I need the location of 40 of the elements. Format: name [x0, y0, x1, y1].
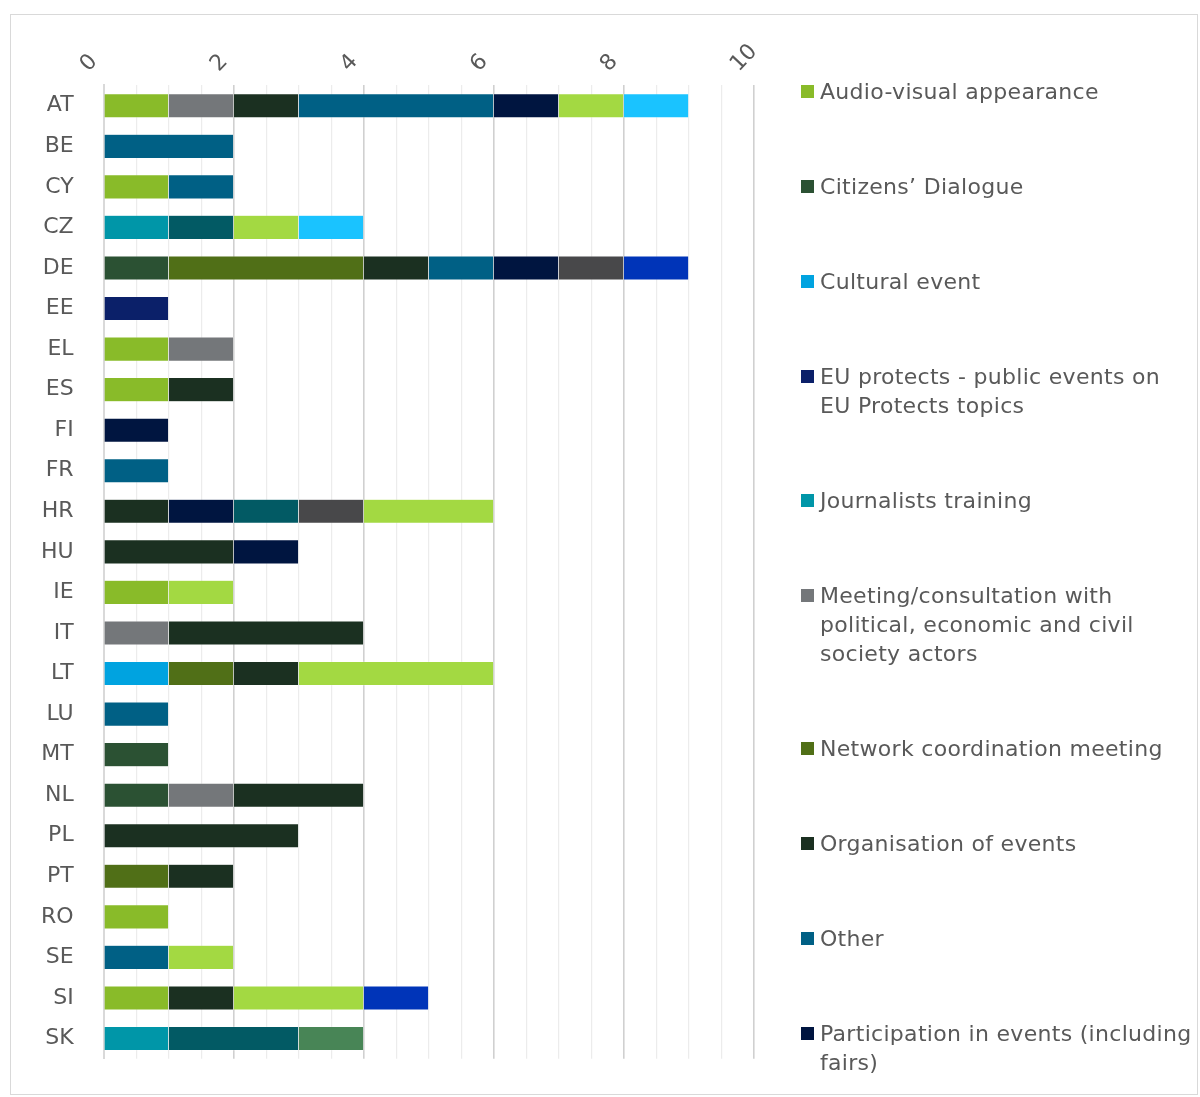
legend-label: Participation in events (including fairs): [820, 1020, 1193, 1077]
x-tick-label: 4: [334, 48, 362, 76]
y-tick-label: AT: [46, 91, 75, 117]
legend-label: Organisation of events: [820, 830, 1077, 858]
y-tick-label: MT: [41, 740, 75, 766]
y-tick-label: LT: [50, 659, 75, 685]
y-tick-label: LU: [46, 699, 74, 725]
y-tick-label: PT: [46, 862, 75, 888]
legend-label: EU protects - public events on EU Protects topics: [820, 363, 1161, 420]
y-tick-label: EE: [45, 294, 74, 320]
legend-label: Citizens’ Dialogue: [820, 173, 1024, 201]
y-tick-label: FI: [54, 415, 74, 441]
y-tick-label: SE: [45, 943, 74, 969]
y-tick-label: DE: [42, 253, 74, 279]
y-tick-label: SK: [45, 1024, 75, 1050]
y-tick-label: HR: [41, 497, 74, 523]
x-tick-label: 0: [74, 48, 102, 76]
y-tick-label: FR: [45, 456, 74, 482]
y-tick-label: HU: [40, 537, 74, 563]
y-tick-label: EL: [47, 334, 75, 360]
y-tick-label: CY: [45, 172, 75, 198]
y-tick-label: ES: [45, 375, 74, 401]
y-tick-label: CZ: [43, 213, 74, 239]
x-tick-label: 8: [594, 48, 622, 76]
x-tick-label: 2: [204, 48, 232, 76]
legend-label: Network coordination meeting: [820, 735, 1163, 763]
legend-label: Audio-visual appearance: [820, 78, 1099, 106]
legend-label: Other: [820, 925, 884, 953]
y-tick-label: BE: [44, 132, 74, 158]
y-tick-label: IT: [53, 618, 75, 644]
legend-label: Journalists training: [820, 487, 1032, 515]
y-tick-label: RO: [41, 902, 74, 928]
y-tick-label: SI: [53, 983, 74, 1009]
legend-label: Meeting/consultation with political, economic and civil society actors: [820, 582, 1135, 668]
y-tick-label: IE: [53, 578, 74, 604]
x-tick-label: 10: [724, 38, 762, 76]
y-tick-label: NL: [44, 780, 75, 806]
x-tick-label: 6: [464, 48, 492, 76]
y-tick-label: PL: [48, 821, 75, 847]
legend-label: Cultural event: [820, 268, 981, 296]
